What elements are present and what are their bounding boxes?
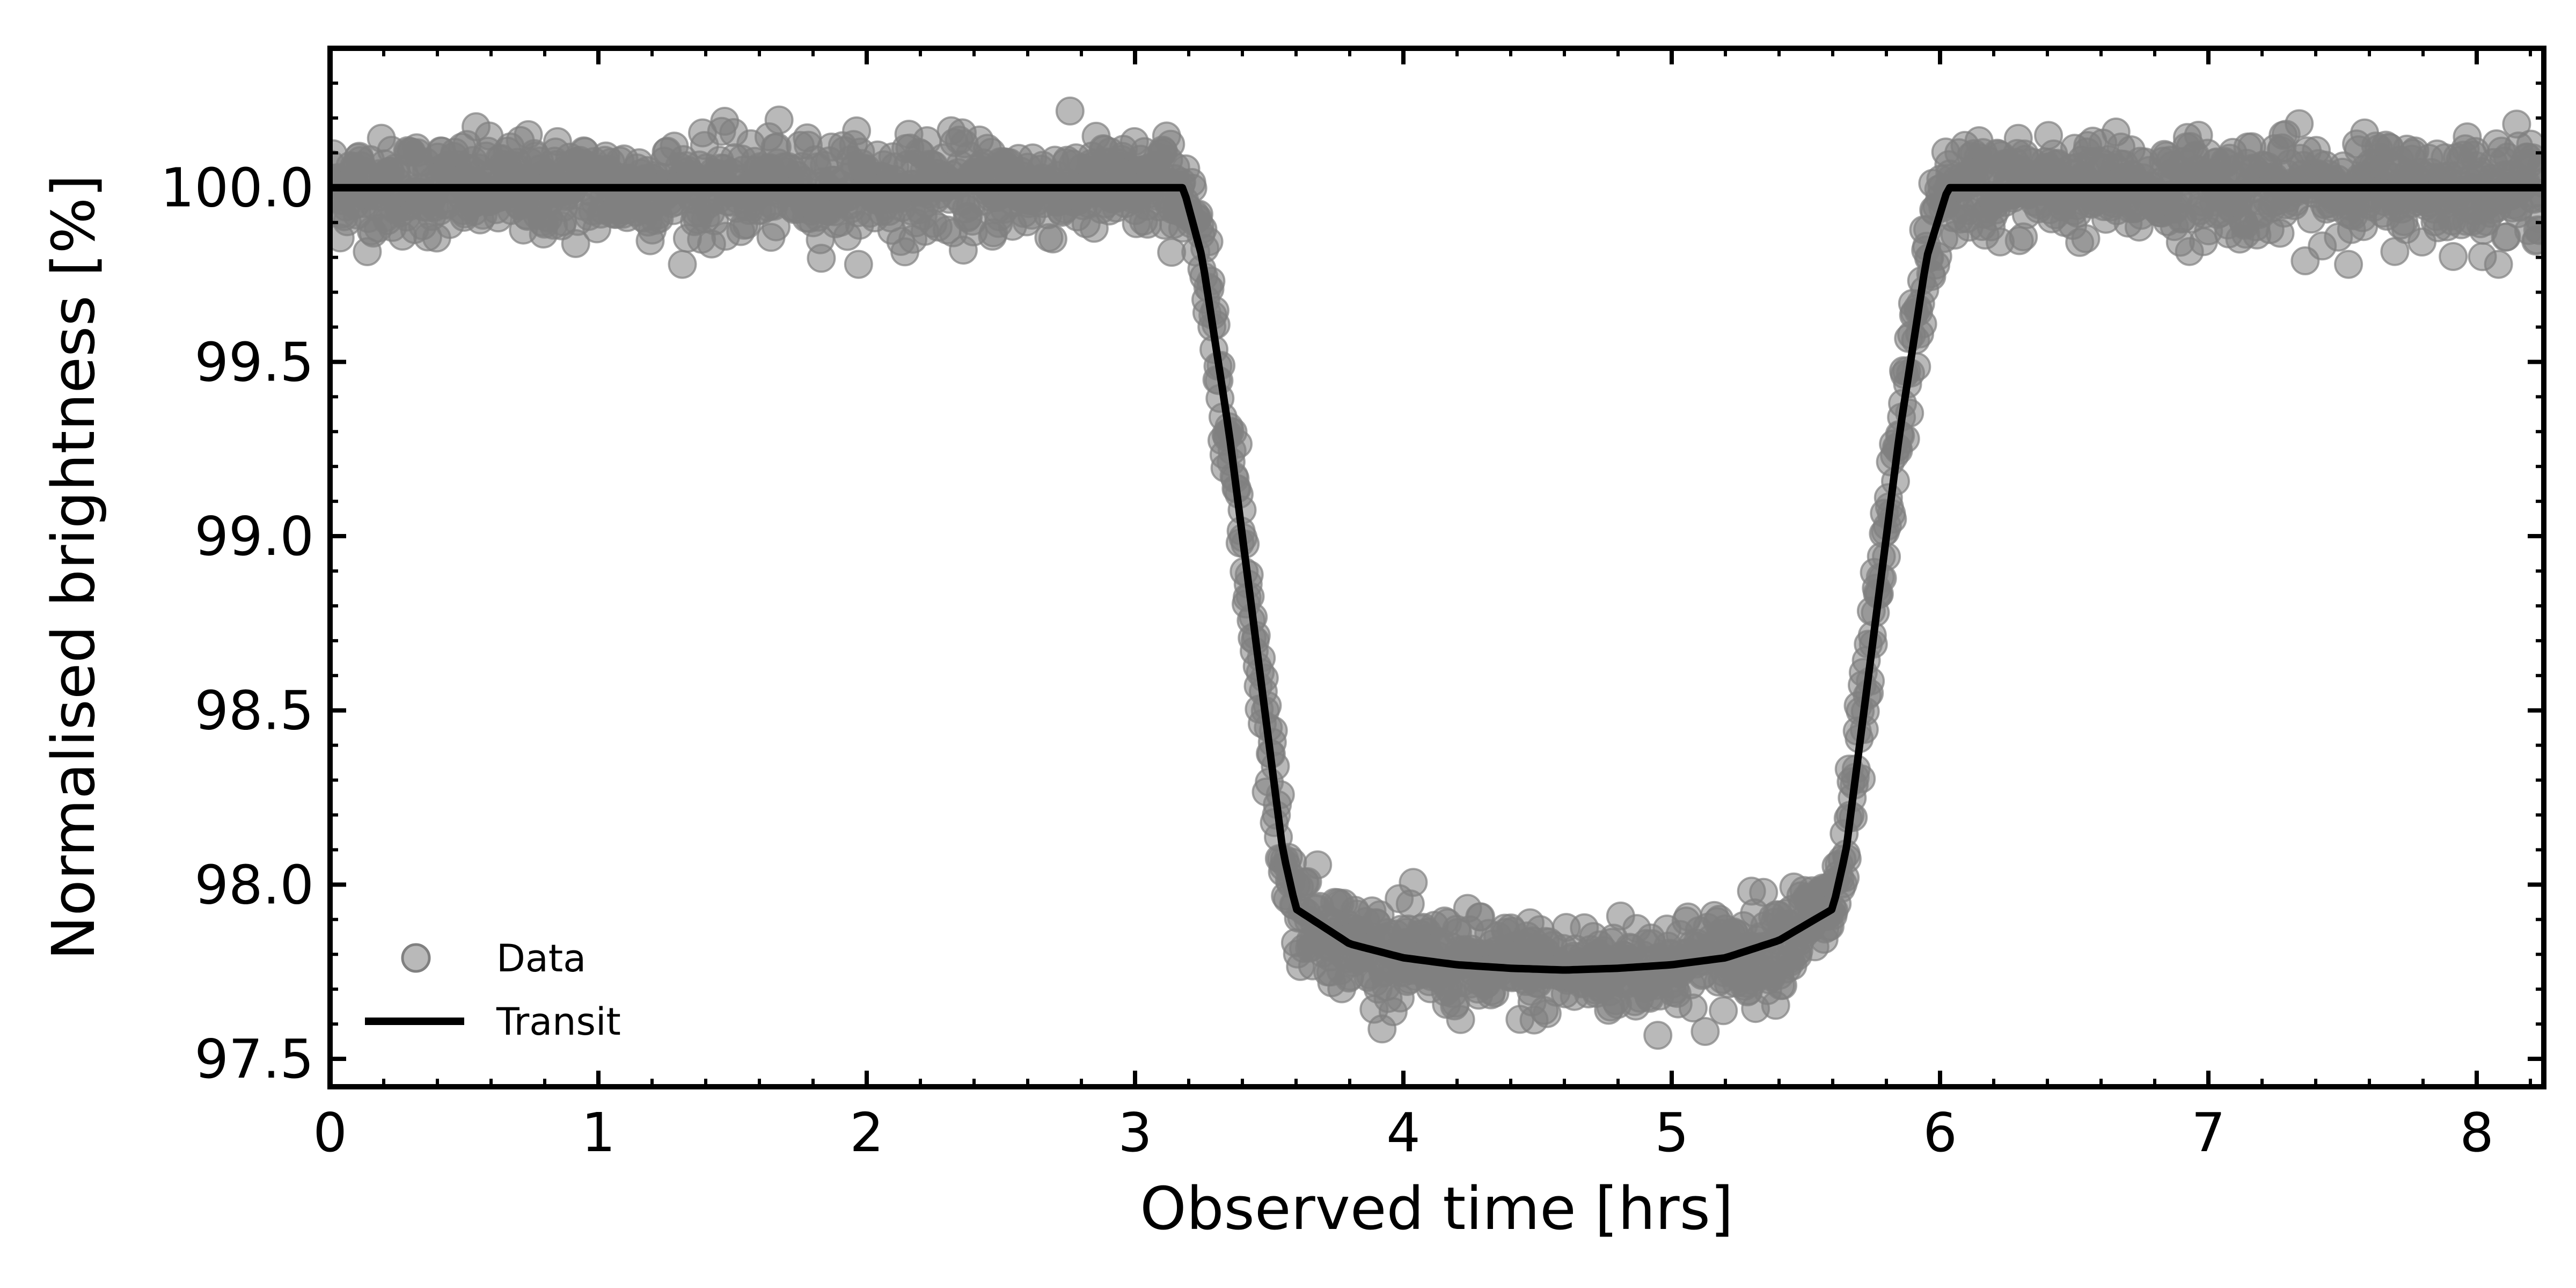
data-point: [1690, 1017, 1720, 1046]
y-tick-label: 98.0: [194, 853, 314, 916]
data-point: [844, 250, 873, 279]
x-tick-label: 5: [1655, 1101, 1689, 1164]
axis-tick-labels: 0 1 2 3 4 5 6 7 8 97.5 98.0 98.5 99.0 99.5 100.0: [160, 157, 2494, 1164]
plot-frame: [327, 46, 2546, 1089]
data-point: [1038, 224, 1067, 254]
data-point: [2439, 242, 2468, 271]
y-tick-label: 97.5: [194, 1028, 314, 1091]
plot-area: [330, 96, 2544, 1050]
y-axis-label: Normalised brightness [%]: [39, 174, 108, 960]
data-point: [1446, 1005, 1475, 1034]
data-point: [2484, 250, 2513, 279]
data-point: [1678, 993, 1708, 1023]
x-tick-label: 6: [1923, 1101, 1957, 1164]
x-tick-label: 1: [581, 1101, 616, 1164]
data-point: [2285, 109, 2314, 138]
data-point: [2529, 184, 2544, 213]
y-tick-label: 98.5: [194, 679, 314, 742]
data-point: [2071, 224, 2101, 253]
data-point: [1303, 850, 1333, 880]
data-point: [762, 212, 791, 241]
y-tick-label: 99.5: [194, 331, 314, 393]
x-tick-label: 7: [2191, 1101, 2226, 1164]
legend-label-transit: Transit: [496, 1000, 621, 1044]
data-point: [764, 105, 794, 135]
legend-data-marker: [401, 943, 431, 973]
data-point: [1399, 868, 1428, 897]
y-tick-label: 100.0: [160, 157, 314, 219]
transit-line: [330, 184, 2544, 974]
x-tick-label: 8: [2460, 1101, 2494, 1164]
data-point: [668, 250, 697, 279]
x-tick-label: 2: [850, 1101, 884, 1164]
data-point: [1157, 238, 1187, 267]
data-point: [1055, 96, 1085, 126]
data-point: [807, 244, 836, 273]
x-tick-label: 0: [313, 1101, 347, 1164]
y-tick-label: 99.0: [194, 505, 314, 568]
data-point: [1709, 996, 1738, 1026]
legend-label-data: Data: [496, 936, 586, 980]
legend: Data Transit: [365, 936, 621, 1044]
data-point: [1643, 1021, 1673, 1050]
x-tick-label: 4: [1386, 1101, 1421, 1164]
x-tick-label: 3: [1118, 1101, 1152, 1164]
data-point: [1749, 877, 1779, 907]
data-point: [2334, 250, 2363, 279]
x-axis-label: Observed time [hrs]: [1140, 1174, 1733, 1243]
